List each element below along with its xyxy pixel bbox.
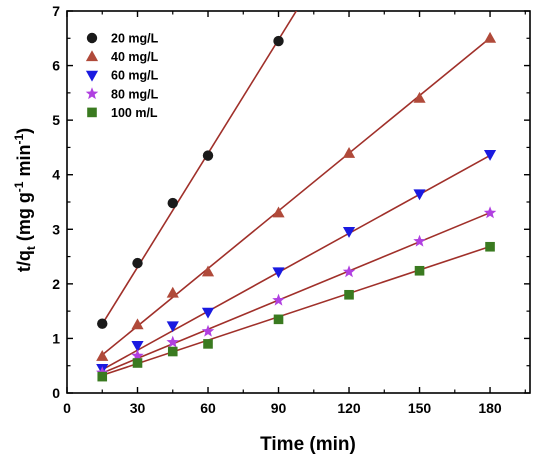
data-point-series-2 (201, 265, 215, 277)
data-point-series-4 (342, 265, 356, 278)
data-point-series-3 (166, 321, 179, 333)
y-tick-label: 3 (52, 221, 60, 237)
y-axis-title-part: -1 (12, 181, 26, 192)
data-point-series-2 (131, 318, 144, 330)
fit-lines (101, 11, 491, 377)
x-tick-label: 150 (408, 400, 432, 416)
y-axis-title-part: t/q (14, 250, 34, 272)
data-point-series-3 (272, 267, 285, 279)
legend-label-5: 100 m/L (111, 106, 158, 120)
legend-label-2: 40 mg/L (111, 50, 159, 64)
legend-label-1: 20 mg/L (111, 32, 159, 46)
data-point-series-2 (272, 206, 285, 218)
data-point-series-4 (131, 349, 144, 362)
data-point-series-5 (97, 371, 108, 382)
data-point-series-4 (483, 206, 497, 219)
data-point-series-3 (483, 150, 497, 161)
data-point-series-5 (132, 358, 143, 368)
data-point-series-2 (96, 350, 109, 361)
data-point-series-4 (272, 293, 285, 306)
data-point-series-5 (485, 241, 495, 252)
data-point-series-5 (414, 265, 425, 276)
data-point-series-4 (413, 234, 426, 247)
x-tick-label: 120 (337, 400, 361, 416)
y-axis-title: t/qt (mg g-1 min-1) (12, 128, 38, 272)
fit-line-1 (101, 11, 298, 325)
data-point-series-1 (167, 197, 178, 209)
y-axis-title-part: min (14, 144, 34, 181)
y-tick-label: 7 (52, 3, 60, 19)
x-tick-label: 0 (63, 400, 71, 416)
data-point-series-3 (201, 307, 215, 319)
data-point-series-5 (167, 346, 178, 357)
legend-marker-2 (85, 50, 99, 62)
data-point-series-5 (273, 314, 284, 325)
x-tick-label: 60 (200, 400, 216, 416)
y-tick-label: 2 (52, 276, 60, 292)
legend-marker-5 (87, 107, 97, 118)
data-point-series-1 (132, 257, 143, 269)
x-tick-label: 90 (271, 400, 287, 416)
data-point-series-5 (344, 289, 354, 300)
legend-marker-1 (86, 32, 98, 44)
data-point-series-3 (342, 226, 356, 238)
y-axis-title-part: t (24, 246, 38, 250)
y-axis-title-part: (mg g (14, 192, 34, 246)
fit-line-2 (101, 37, 491, 356)
data-point-series-2 (166, 286, 179, 298)
fit-line-4 (101, 211, 491, 374)
legend-label-4: 80 mg/L (111, 87, 159, 101)
y-tick-label: 5 (52, 112, 60, 128)
y-axis-title-part: ) (14, 128, 34, 134)
fit-line-5 (102, 245, 491, 377)
axis-ticks: 0 30 60 90 120 150 180 0 1 2 3 4 5 6 7 (52, 3, 530, 416)
x-axis-title: Time (min) (260, 434, 356, 455)
data-point-series-3 (413, 189, 426, 201)
data-markers (95, 31, 497, 382)
y-tick-label: 4 (52, 167, 60, 183)
legend-label-3: 60 mg/L (111, 69, 159, 83)
data-point-series-2 (413, 91, 426, 103)
data-point-series-2 (342, 147, 356, 158)
data-point-series-1 (273, 35, 284, 47)
legend-marker-4 (85, 87, 99, 100)
y-tick-label: 6 (52, 58, 60, 74)
y-tick-label: 0 (52, 385, 60, 401)
legend-marker-3 (85, 70, 99, 82)
data-point-series-1 (202, 150, 214, 161)
data-point-series-1 (97, 318, 108, 329)
data-point-series-4 (166, 335, 180, 348)
legend: 20 mg/L 40 mg/L 60 mg/L 80 mg/L 100 m/L (85, 32, 159, 120)
y-tick-label: 1 (52, 330, 60, 346)
x-tick-label: 30 (130, 400, 146, 416)
x-tick-label: 180 (478, 400, 502, 416)
data-point-series-4 (201, 324, 215, 337)
data-point-series-5 (203, 339, 213, 349)
fit-line-3 (101, 154, 491, 371)
data-point-series-2 (483, 31, 497, 43)
data-point-series-3 (131, 341, 144, 352)
y-axis-title-part: -1 (12, 133, 26, 144)
